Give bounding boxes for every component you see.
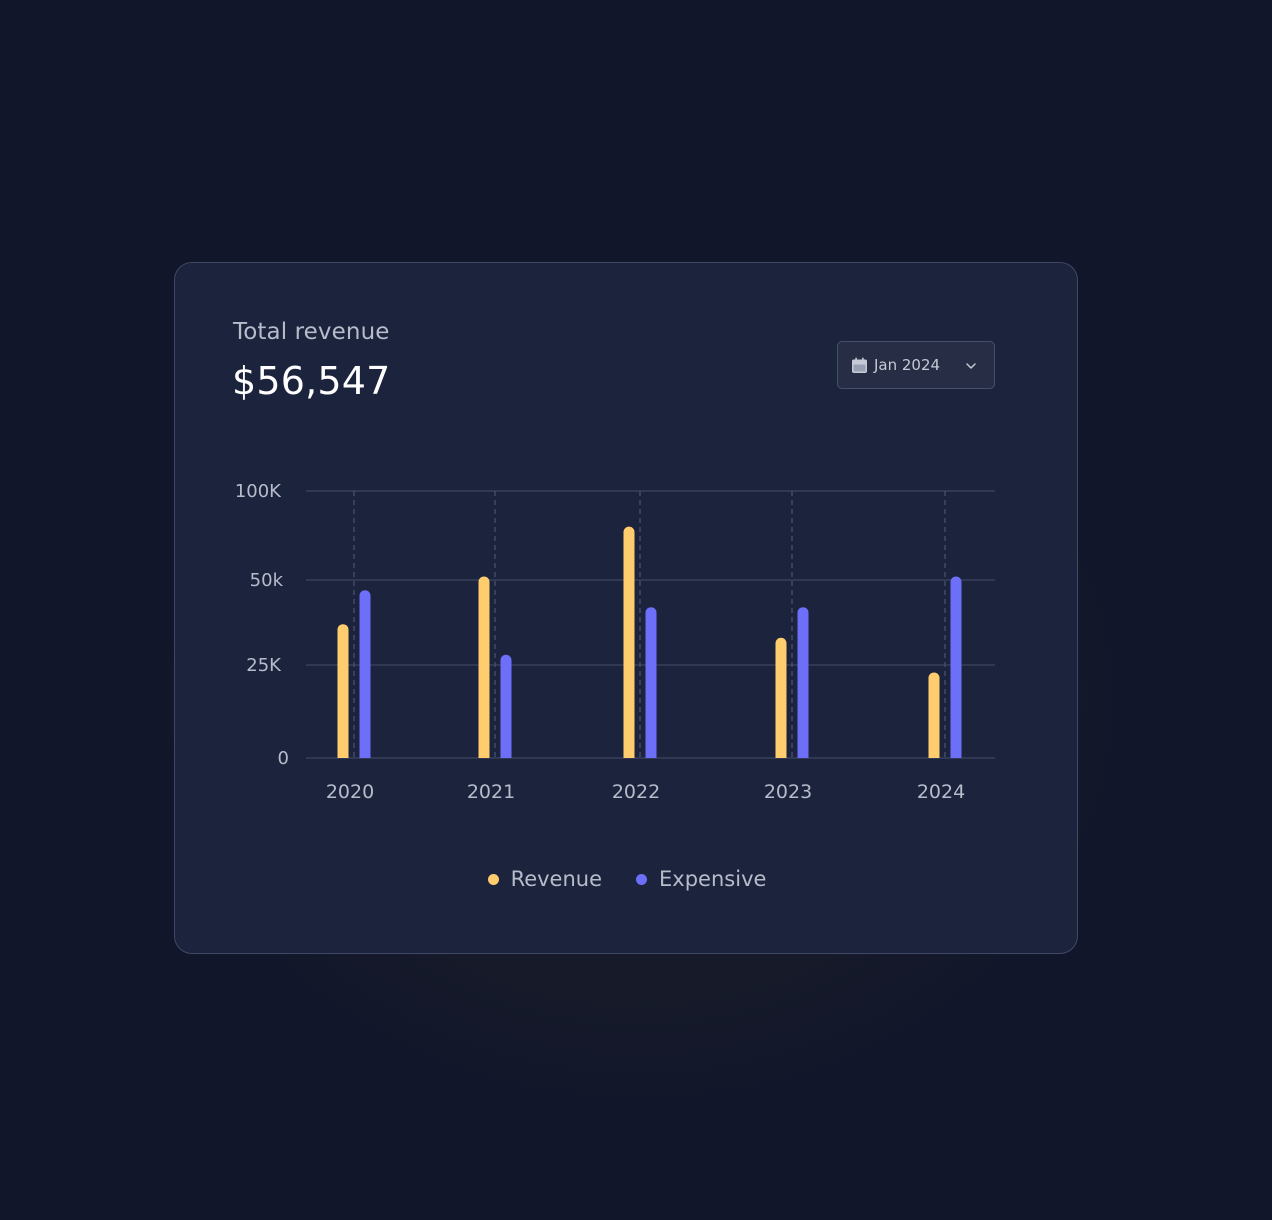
x-tick-label: 2021 (467, 781, 515, 803)
legend-label-revenue: Revenue (510, 867, 603, 891)
x-tick-label: 2020 (326, 781, 374, 803)
bar-revenue-2021 (478, 576, 490, 758)
x-tick-label: 2024 (917, 781, 965, 803)
legend-dot-expensive (636, 873, 648, 885)
bar-expensive-2020 (359, 590, 371, 758)
calendar-icon (852, 357, 867, 373)
y-tick-label: 50k (250, 570, 284, 591)
date-picker-value: Jan 2024 (874, 356, 941, 374)
x-tick-label: 2023 (764, 781, 812, 803)
chart-legend: Revenue Expensive (175, 867, 1079, 891)
bar-expensive-2021 (500, 654, 512, 758)
bar-revenue-2020 (337, 624, 349, 758)
legend-dot-revenue (487, 873, 499, 885)
bar-expensive-2023 (797, 607, 809, 758)
y-tick-label: 25K (246, 655, 282, 676)
total-amount: $56,547 (232, 359, 391, 403)
date-picker[interactable]: Jan 2024 (837, 341, 995, 389)
chevron-down-icon[interactable] (964, 359, 978, 373)
legend-item-expensive: Expensive (636, 867, 766, 891)
y-tick-label: 100K (235, 481, 282, 502)
bar-revenue-2023 (775, 637, 787, 758)
bar-expensive-2024 (950, 576, 962, 758)
legend-label-expensive: Expensive (659, 867, 767, 891)
revenue-card: Total revenue $56,547 Jan 2024 0 25K 50k 10… (174, 262, 1078, 954)
bar-expensive-2022 (645, 607, 657, 758)
bar-revenue-2022 (623, 526, 635, 758)
card-title: Total revenue (233, 319, 390, 345)
legend-item-revenue: Revenue (487, 867, 603, 891)
bar-revenue-2024 (928, 672, 940, 758)
bar-chart: 0 25K 50k 100K 2020 2021 2022 2023 2024 (235, 481, 995, 803)
y-tick-label: 0 (278, 748, 289, 769)
x-tick-label: 2022 (612, 781, 660, 803)
